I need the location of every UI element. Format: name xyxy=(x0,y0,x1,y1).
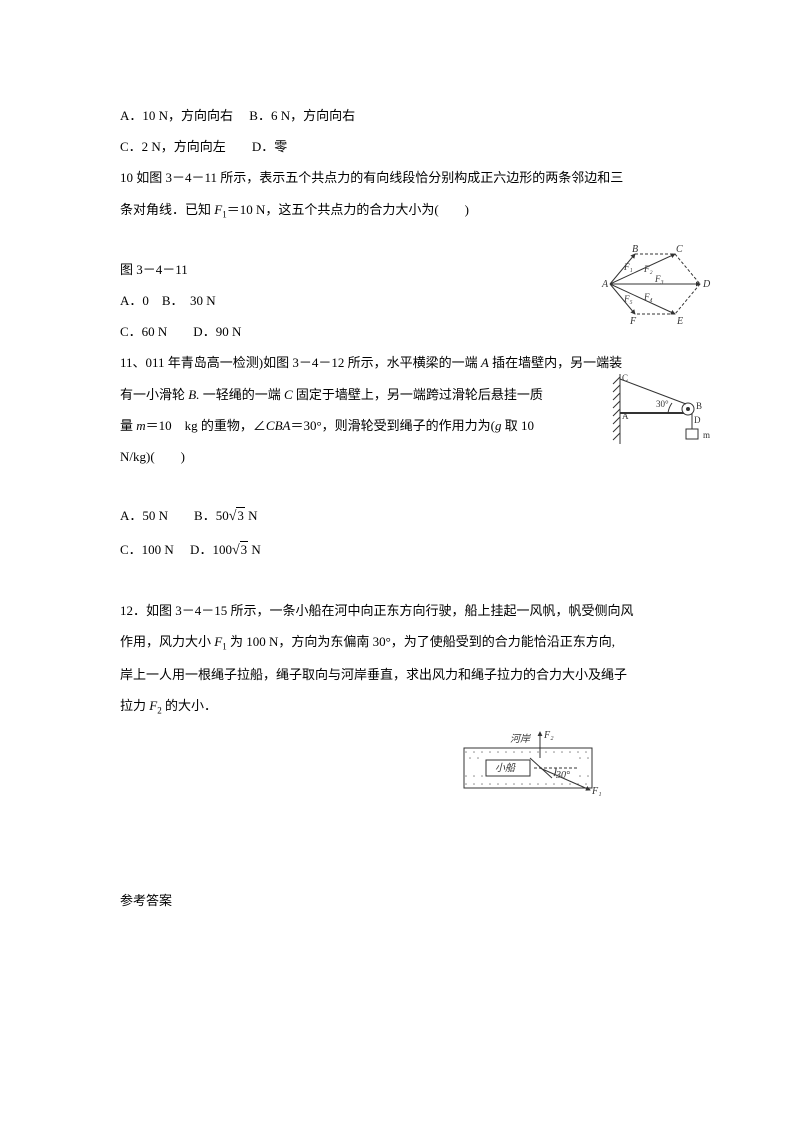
q11-stem2b: 一轻绳的一端 xyxy=(199,387,284,402)
q12-stem3: 岸上一人用一根绳子拉船，绳子取向与河岸垂直，求出风力和绳子拉力的合力大小及绳子 xyxy=(120,659,680,690)
svg-text:F₁: F₁ xyxy=(591,786,602,797)
svg-text:F₄: F₄ xyxy=(643,292,653,302)
q9-opt-b: B．6 N，方向向右 xyxy=(249,108,355,123)
q11-opt-c-end: N xyxy=(248,542,261,557)
svg-text:F₂: F₂ xyxy=(643,264,653,274)
q11-stem3d: 取 10 xyxy=(502,418,535,433)
svg-text:F₁: F₁ xyxy=(623,262,633,272)
q11-stem3c: ＝30°，则滑轮受到绳子的作用力为( xyxy=(290,418,495,433)
q10-opt-ab: A．0 B． 30 N xyxy=(120,285,680,316)
q10-fig-label: 图 3－4－11 xyxy=(120,254,680,285)
svg-text:B: B xyxy=(632,244,638,255)
q10-stem-line2a: 条对角线．已知 xyxy=(120,202,214,217)
svg-text:A: A xyxy=(601,279,609,290)
svg-text:D: D xyxy=(694,415,701,425)
q12-stem2b: 为 100 N，方向为东偏南 30°，为了使船受到的合力能恰沿正东方向, xyxy=(227,634,615,649)
q12-stem4a: 拉力 xyxy=(120,698,149,713)
q11-stem2a: 有一小滑轮 xyxy=(120,387,188,402)
svg-text:D: D xyxy=(702,279,711,290)
q11-opt-c: C．100 N D．100 xyxy=(120,542,232,557)
svg-text:F₂: F₂ xyxy=(543,730,554,741)
svg-text:A: A xyxy=(622,411,629,421)
svg-text:小船: 小船 xyxy=(495,762,516,774)
svg-text:30°: 30° xyxy=(656,399,669,409)
fig-bank-label: 河岸 xyxy=(510,733,531,745)
answers-heading: 参考答案 xyxy=(120,885,680,916)
svg-text:C: C xyxy=(676,244,683,255)
q10-opt-cd: C．60 N D．90 N xyxy=(120,316,680,347)
svg-text:C: C xyxy=(622,373,628,383)
svg-text:m: m xyxy=(703,430,710,440)
svg-text:B: B xyxy=(696,401,702,411)
q9-opt-a: A．10 N，方向向右 xyxy=(120,108,233,123)
svg-text:F₅: F₅ xyxy=(623,294,633,304)
q11-stem2c: 固定于墙壁上，另一端跨过滑轮后悬挂一质 xyxy=(293,387,543,402)
svg-text:F: F xyxy=(629,316,637,327)
q11-stem3b: ＝10 kg 的重物，∠ xyxy=(146,418,266,433)
q9-opt-c: C．2 N，方向向左 xyxy=(120,139,226,154)
svg-text:30°: 30° xyxy=(555,770,570,781)
q11-stem4: N/kg)( ) xyxy=(120,441,680,472)
svg-text:E: E xyxy=(676,316,683,327)
q11-stem1b: 插在墙壁内，另一端装 xyxy=(489,355,622,370)
svg-text:F₃: F₃ xyxy=(654,274,664,284)
q12-stem4b: 的大小． xyxy=(162,698,217,713)
q11-stem3a: 量 xyxy=(120,418,136,433)
q11-opt-a-end: N xyxy=(245,508,258,523)
q10-stem-line2b: ＝10 N，这五个共点力的合力大小为( ) xyxy=(227,202,469,217)
q12-stem1: 12．如图 3－4－15 所示，一条小船在河中向正东方向行驶，船上挂起一风帆，帆… xyxy=(120,595,680,626)
figure-3-4-12-pulley: A B C D m 30° xyxy=(610,369,720,449)
q11-opt-a: A．50 N B．50 xyxy=(120,508,229,523)
q11-stem1a: 11、011 年青岛高一检测)如图 3－4－12 所示，水平横梁的一端 xyxy=(120,355,481,370)
q9-opt-d: D．零 xyxy=(252,139,287,154)
figure-3-4-15-boat: 河岸 F₂ 小船 30° F₁ xyxy=(460,728,610,808)
q12-stem2a: 作用，风力大小 xyxy=(120,634,214,649)
q10-stem-line1: 10 如图 3－4－11 所示，表示五个共点力的有向线段恰分别构成正六边形的两条… xyxy=(120,162,680,193)
figure-3-4-11-hexagon-forces: A B C D E F F₁ F₂ F₃ F₄ F₅ xyxy=(600,244,720,330)
